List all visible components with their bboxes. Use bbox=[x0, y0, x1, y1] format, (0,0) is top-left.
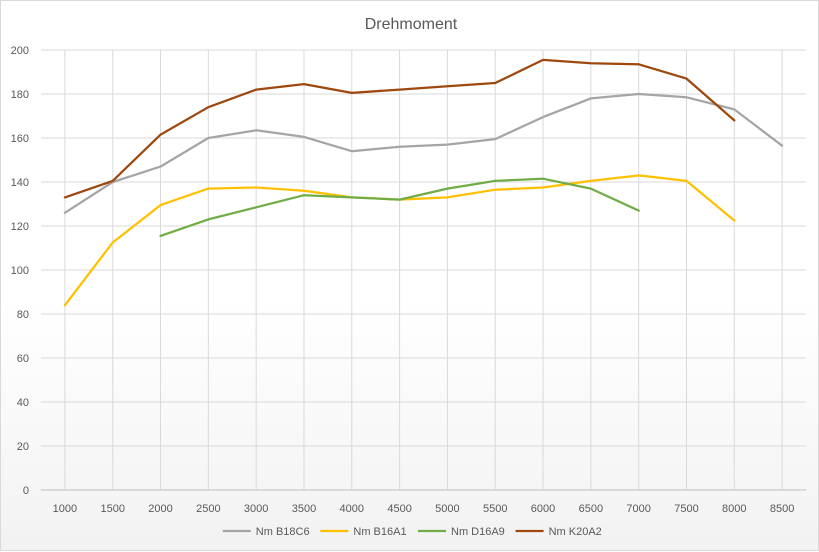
legend: Nm B18C6 Nm B16A1 Nm D16A9 Nm K20A2 bbox=[222, 526, 602, 538]
gridlines bbox=[41, 49, 806, 491]
y-tick-label: 0 bbox=[23, 485, 29, 497]
y-tick-label: 140 bbox=[11, 177, 29, 189]
series-lines bbox=[63, 58, 784, 307]
x-tick-label: 6000 bbox=[531, 503, 555, 515]
x-tick-label: 4500 bbox=[387, 503, 411, 515]
legend-item: Nm K20A2 bbox=[515, 526, 602, 538]
y-tick-label: 180 bbox=[11, 89, 29, 101]
x-tick-label: 2500 bbox=[196, 503, 220, 515]
x-tick-label: 8500 bbox=[770, 503, 794, 515]
x-tick-label: 3500 bbox=[292, 503, 316, 515]
x-tick-label: 1500 bbox=[100, 503, 124, 515]
axes: 0 20 40 60 80 100 120 140 160 180 200 1000 1500 2000 2… bbox=[11, 45, 806, 515]
y-tick-label: 20 bbox=[17, 441, 29, 453]
legend-label: Nm D16A9 bbox=[451, 526, 505, 538]
x-tick-label: 2000 bbox=[148, 503, 172, 515]
y-tick-label: 120 bbox=[11, 221, 29, 233]
x-tick-label: 7500 bbox=[674, 503, 698, 515]
series-line-nm-b18c6 bbox=[63, 92, 784, 214]
y-tick-label: 80 bbox=[17, 309, 29, 321]
legend-item: Nm B18C6 bbox=[222, 526, 310, 538]
x-tick-label: 1000 bbox=[53, 503, 77, 515]
series-line-nm-k20a2 bbox=[63, 58, 736, 199]
y-tick-label: 160 bbox=[11, 133, 29, 145]
legend-item: Nm D16A9 bbox=[418, 526, 505, 538]
x-tick-label: 7000 bbox=[626, 503, 650, 515]
x-tick-label: 4000 bbox=[340, 503, 364, 515]
legend-label: Nm K20A2 bbox=[549, 526, 602, 538]
x-tick-label: 5000 bbox=[435, 503, 459, 515]
x-tick-label: 8000 bbox=[722, 503, 746, 515]
chart-title: Drehmoment bbox=[365, 16, 458, 33]
x-tick-label: 6500 bbox=[579, 503, 603, 515]
y-tick-label: 60 bbox=[17, 353, 29, 365]
series-line-nm-d16a9 bbox=[159, 177, 640, 238]
legend-label: Nm B18C6 bbox=[256, 526, 310, 538]
x-tick-label: 3000 bbox=[244, 503, 268, 515]
x-tick-label: 5500 bbox=[483, 503, 507, 515]
y-tick-label: 100 bbox=[11, 265, 29, 277]
legend-label: Nm B16A1 bbox=[353, 526, 406, 538]
y-tick-label: 40 bbox=[17, 397, 29, 409]
legend-item: Nm B16A1 bbox=[320, 526, 407, 538]
y-tick-label: 200 bbox=[11, 45, 29, 57]
